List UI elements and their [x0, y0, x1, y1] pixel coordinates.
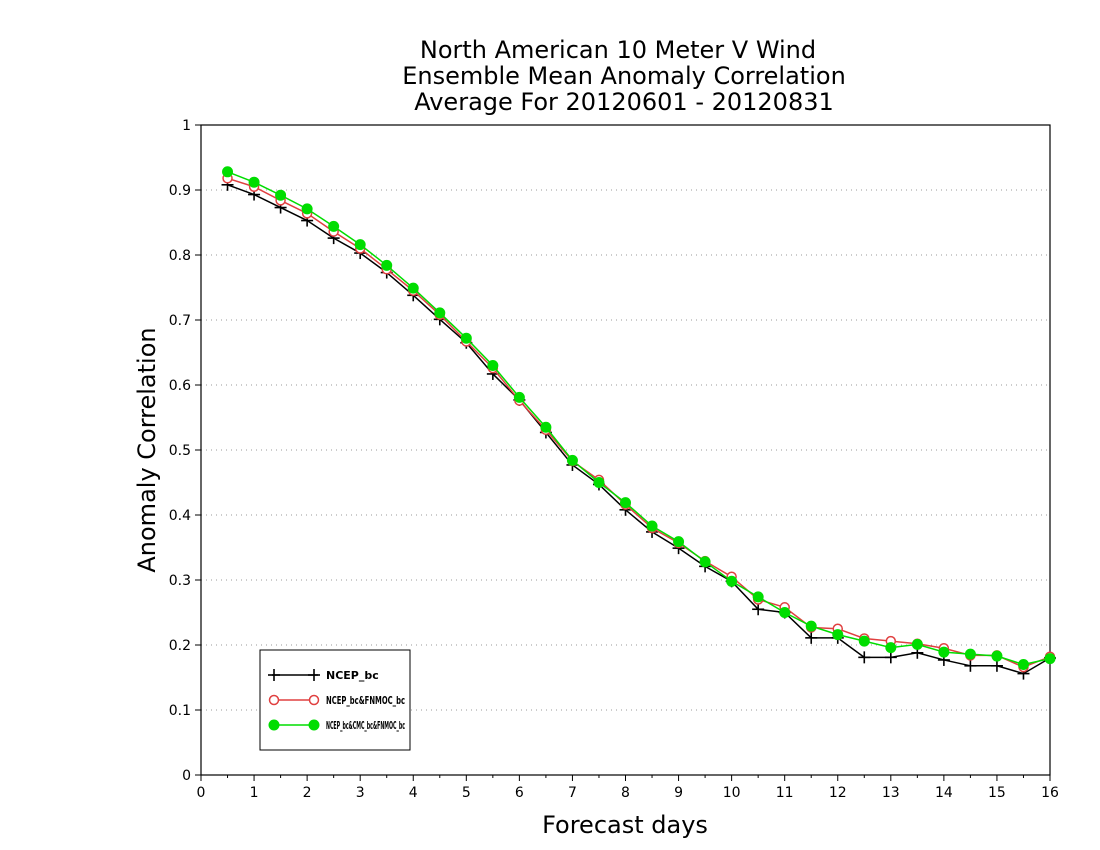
series-3-point: [354, 239, 366, 251]
series-1-point: [964, 659, 977, 672]
x-tick-label: 16: [1041, 785, 1059, 801]
series-3-point: [381, 259, 393, 271]
series-3-point: [911, 638, 923, 650]
series-3-point: [1044, 653, 1056, 665]
y-tick-label: 0.2: [169, 638, 191, 654]
legend-marker-2-start: [268, 694, 280, 706]
axis-ticks: 00.10.20.30.40.50.60.70.80.910 1 2 3 4 5 6 7 8 9 1…: [169, 118, 1059, 801]
legend-label-3: NCEP_bc&CMC_bc&FNMOC_bc: [326, 719, 405, 732]
series-3-point: [752, 591, 764, 603]
x-tick-label: 5: [462, 785, 471, 801]
chart-title-line-2: Ensemble Mean Anomaly Correlation: [402, 62, 846, 90]
x-tick-label: 6: [515, 785, 524, 801]
y-tick-label: 0.5: [169, 443, 191, 459]
series-3-point: [513, 391, 525, 403]
series-3-point: [726, 575, 738, 587]
series-3-point: [407, 282, 419, 294]
x-tick-label: 1: [250, 785, 259, 801]
x-tick-label: 8: [621, 785, 630, 801]
legend: NCEP_bc NCEP_bc&FNMOC_bc NCEP_bc&CMC_bc&FN…: [259, 649, 411, 751]
grid-lines: [201, 189, 1050, 711]
y-tick-label: 0.6: [169, 378, 191, 394]
series-3-point: [646, 520, 658, 532]
series-1-line: [227, 184, 1051, 675]
series-3: [222, 166, 1056, 670]
x-tick-label: 0: [197, 785, 206, 801]
y-tick-label: 0.3: [169, 573, 191, 589]
y-tick-label: 0.4: [169, 508, 191, 524]
series-3-point: [434, 307, 446, 319]
series-3-point: [460, 332, 472, 344]
y-axis-label: Anomaly Correlation: [133, 327, 161, 572]
y-tick-label: 0.9: [169, 183, 191, 199]
x-tick-label: 13: [882, 785, 900, 801]
x-tick-label: 7: [568, 785, 577, 801]
y-tick-label: 0.1: [169, 703, 191, 719]
y-tick-label: 0: [182, 768, 191, 784]
series-3-point: [275, 189, 287, 201]
x-tick-label: 3: [356, 785, 365, 801]
series-3-point: [858, 635, 870, 647]
series-3-point: [832, 629, 844, 641]
series-3-line: [227, 171, 1051, 666]
series-3-point: [301, 203, 313, 215]
x-tick-label: 15: [988, 785, 1006, 801]
legend-label-1: NCEP_bc: [326, 669, 379, 682]
x-tick-label: 9: [674, 785, 683, 801]
series-3-point: [779, 607, 791, 618]
y-tick-label: 0.7: [169, 313, 191, 329]
series-3-point: [566, 454, 578, 466]
series-1-point: [752, 603, 765, 616]
series-2-line: [227, 177, 1051, 668]
series-3-point: [540, 421, 552, 433]
series-3-point: [938, 646, 950, 658]
x-tick-label: 12: [829, 785, 847, 801]
series-layer: [221, 166, 1056, 680]
x-tick-label: 11: [776, 785, 794, 801]
series-3-point: [964, 648, 976, 660]
x-axis-label: Forecast days: [542, 811, 708, 839]
chart-title-line-3: Average For 20120601 - 20120831: [414, 88, 834, 116]
y-tick-label: 0.8: [169, 248, 191, 264]
series-3-point: [248, 176, 260, 188]
series-1-point: [805, 631, 818, 644]
series-3-point: [328, 220, 340, 232]
series-3-point: [620, 497, 631, 509]
legend-label-2: NCEP_bc&FNMOC_bc: [326, 694, 405, 707]
series-1-point: [990, 659, 1003, 672]
x-tick-label: 14: [935, 785, 953, 801]
chart-title-line-1: North American 10 Meter V Wind: [420, 36, 816, 64]
series-3-point: [222, 166, 234, 178]
x-tick-label: 10: [723, 785, 741, 801]
legend-marker-1-end: [308, 669, 320, 681]
series-3-point: [991, 650, 1003, 662]
series-1: [221, 178, 1056, 680]
series-3-point: [885, 642, 897, 654]
y-tick-label: 1: [182, 118, 191, 134]
x-tick-label: 4: [409, 785, 418, 801]
series-1-point: [884, 651, 897, 664]
legend-marker-2-end: [308, 694, 320, 706]
series-1-point: [858, 651, 871, 664]
series-3-point: [805, 620, 817, 632]
series-2: [222, 173, 1056, 673]
series-3-point: [487, 360, 499, 371]
series-3-point: [673, 536, 685, 548]
series-3-point: [1017, 659, 1029, 670]
legend-marker-1-start: [268, 669, 280, 681]
series-3-point: [593, 477, 605, 488]
legend-marker-3-start: [268, 719, 280, 731]
series-3-point: [699, 556, 711, 568]
legend-marker-3-end: [308, 719, 320, 731]
x-tick-label: 2: [303, 785, 312, 801]
